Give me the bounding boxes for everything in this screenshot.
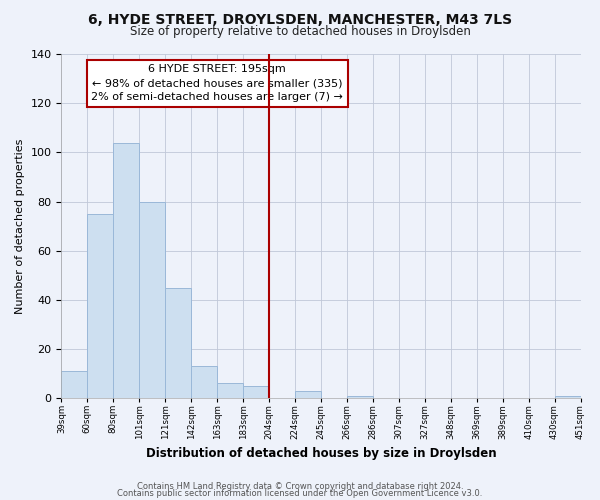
Bar — [217, 384, 243, 398]
Text: 6 HYDE STREET: 195sqm
← 98% of detached houses are smaller (335)
2% of semi-deta: 6 HYDE STREET: 195sqm ← 98% of detached … — [91, 64, 343, 102]
Bar — [191, 366, 217, 398]
Bar — [347, 396, 373, 398]
Bar — [165, 288, 191, 398]
Bar — [295, 391, 321, 398]
Bar — [554, 396, 581, 398]
Text: Contains HM Land Registry data © Crown copyright and database right 2024.: Contains HM Land Registry data © Crown c… — [137, 482, 463, 491]
Text: Size of property relative to detached houses in Droylsden: Size of property relative to detached ho… — [130, 25, 470, 38]
Bar — [113, 142, 139, 398]
Bar — [139, 202, 165, 398]
Y-axis label: Number of detached properties: Number of detached properties — [15, 138, 25, 314]
Bar — [243, 386, 269, 398]
Text: 6, HYDE STREET, DROYLSDEN, MANCHESTER, M43 7LS: 6, HYDE STREET, DROYLSDEN, MANCHESTER, M… — [88, 12, 512, 26]
Bar — [61, 371, 88, 398]
X-axis label: Distribution of detached houses by size in Droylsden: Distribution of detached houses by size … — [146, 447, 496, 460]
Bar — [88, 214, 113, 398]
Text: Contains public sector information licensed under the Open Government Licence v3: Contains public sector information licen… — [118, 489, 482, 498]
